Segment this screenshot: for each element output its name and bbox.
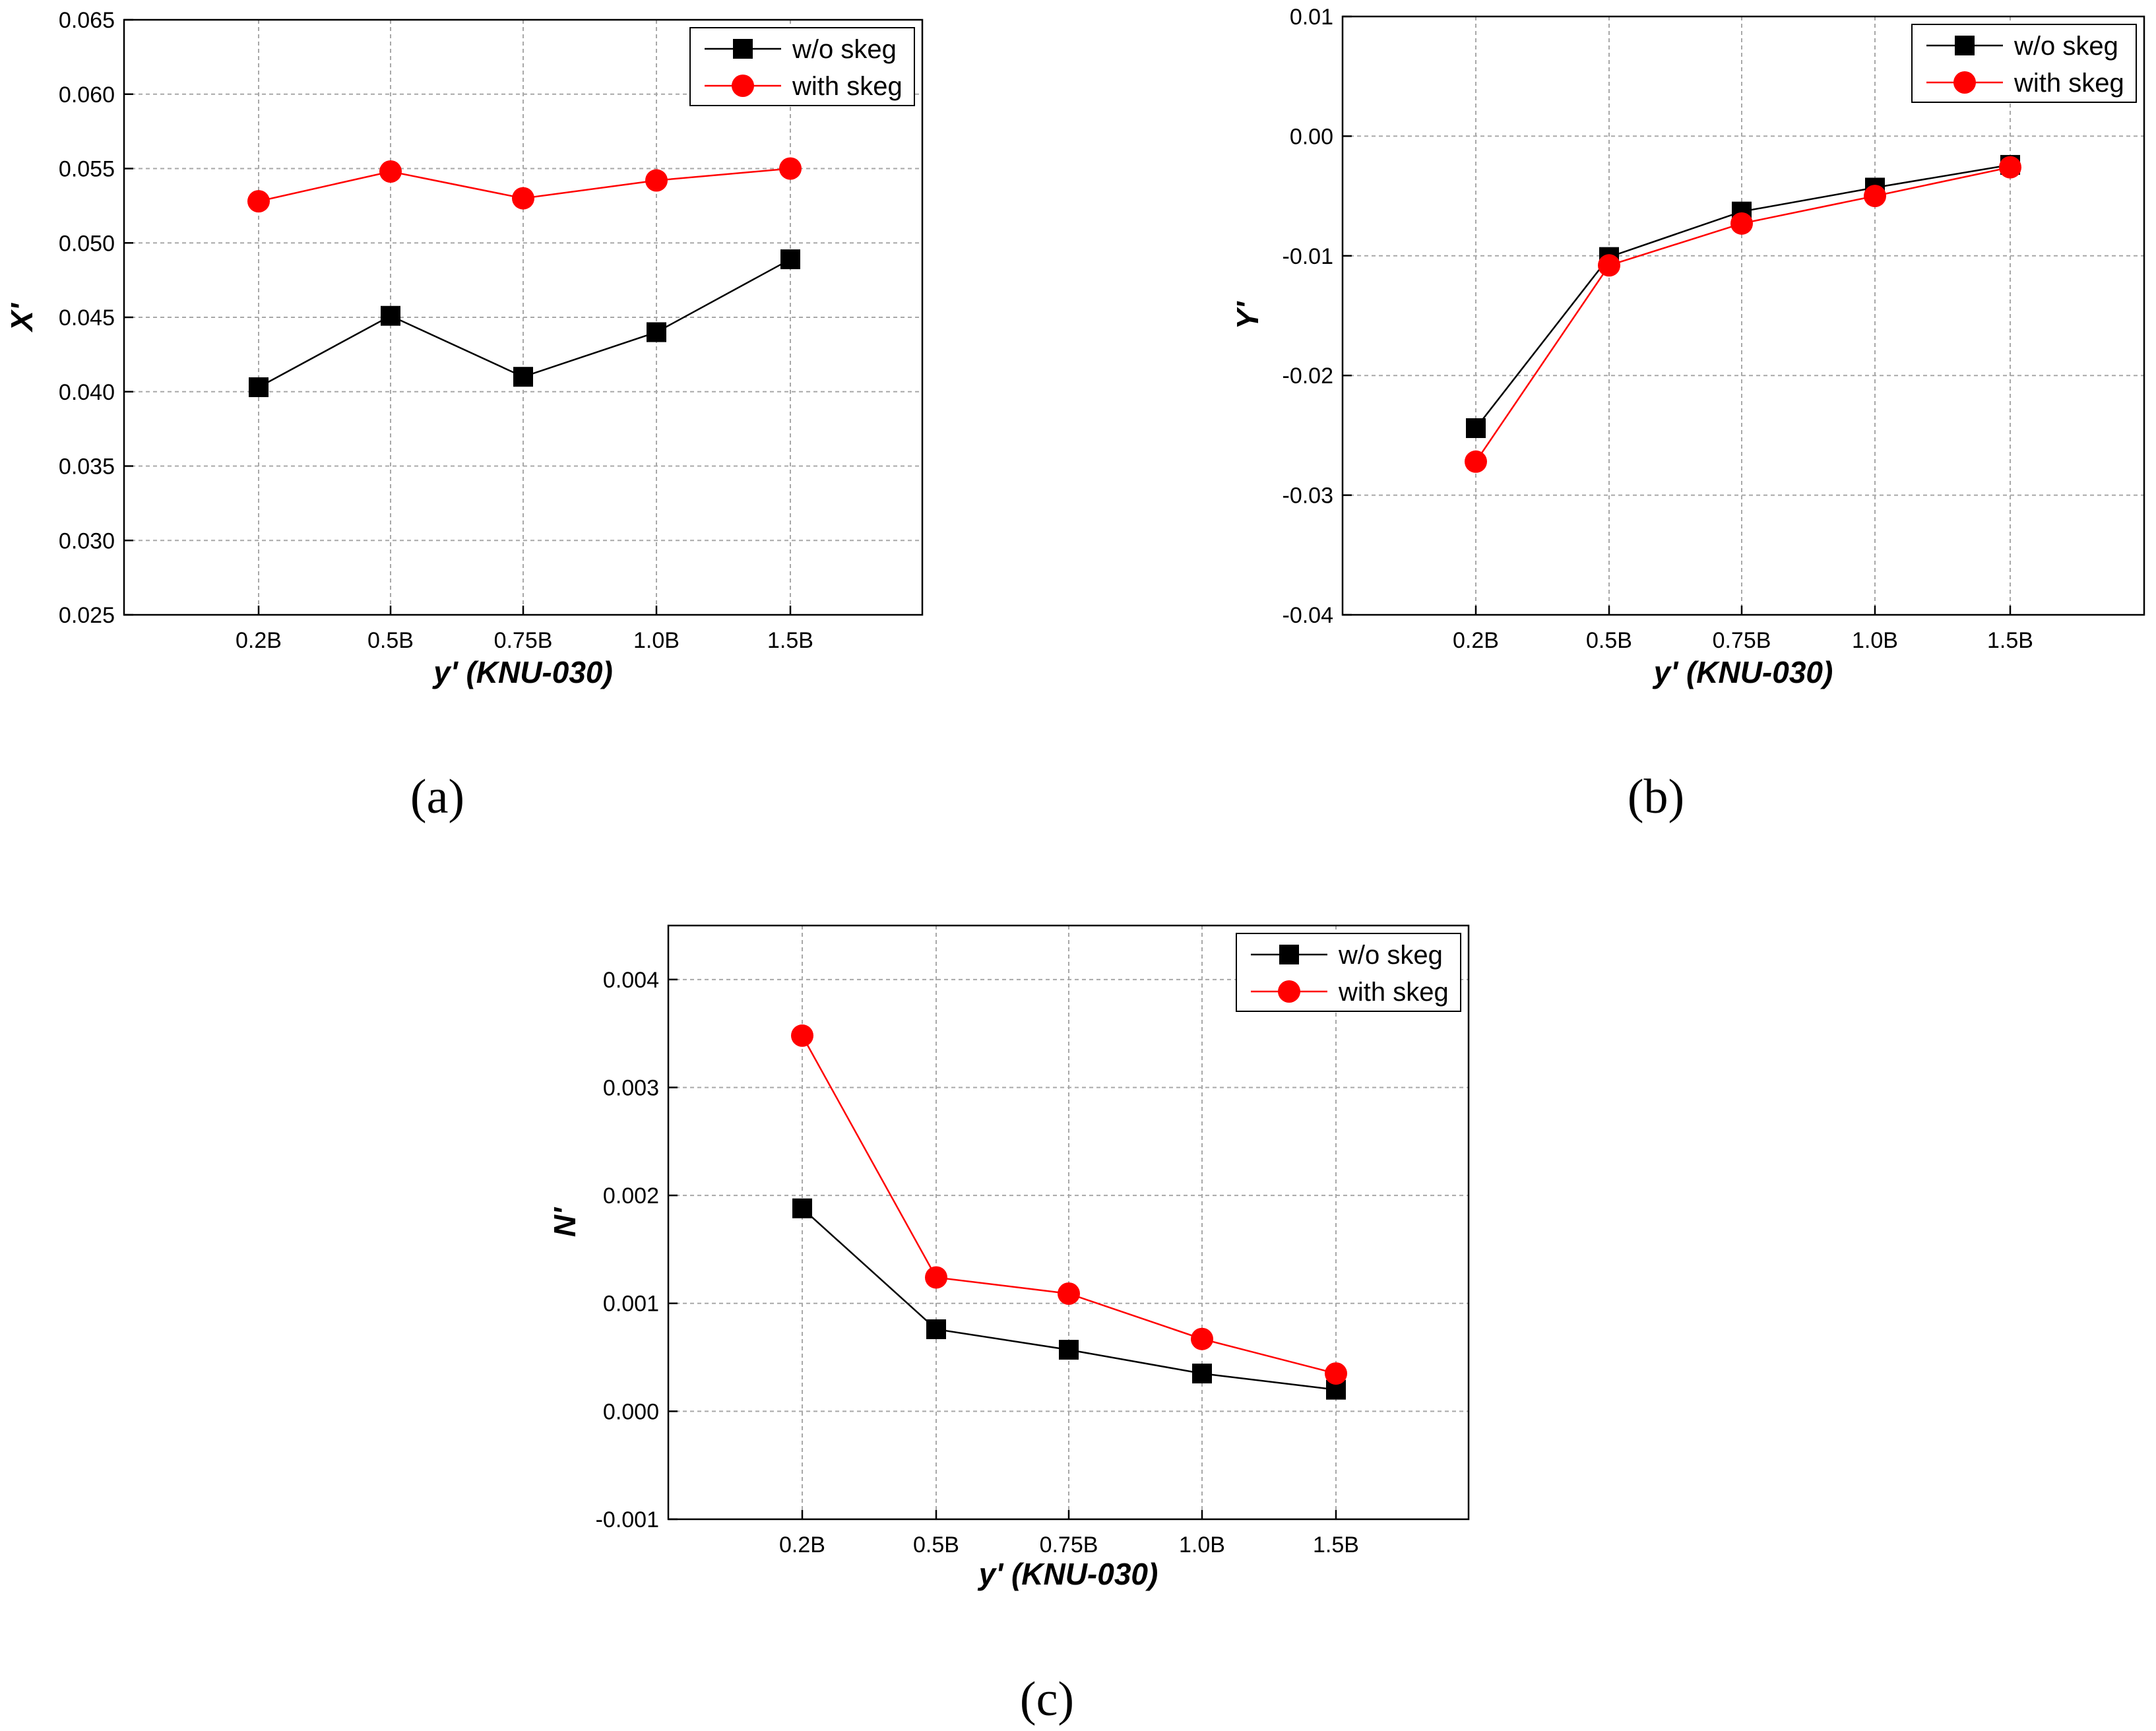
data-point-circle — [791, 1024, 813, 1047]
x-tick-label: 0.2B — [236, 628, 282, 653]
y-tick-label: 0.060 — [59, 82, 115, 108]
y-tick-label: 0.00 — [1290, 124, 1333, 149]
data-point-circle — [379, 160, 402, 183]
legend-marker-square — [1955, 36, 1975, 55]
legend-label: with skeg — [2013, 69, 2124, 98]
y-tick-label: 0.002 — [603, 1183, 659, 1209]
x-axis-title: y' (KNU-030) — [432, 655, 613, 689]
data-point-square — [780, 249, 800, 270]
data-point-square — [249, 377, 269, 397]
y-tick-label: 0.050 — [59, 231, 115, 256]
x-tick-label: 1.5B — [1313, 1532, 1359, 1558]
data-point-circle — [779, 157, 802, 180]
legend-label: w/o skeg — [792, 35, 897, 64]
x-tick-label: 0.75B — [1713, 628, 1771, 653]
data-point-circle — [1864, 185, 1886, 208]
x-tick-label: 0.2B — [1453, 628, 1499, 653]
data-point-circle — [1191, 1327, 1213, 1350]
chart-b: -0.04 -0.03 -0.02 -0.01 0.00 0.01 0.2B 0.5B 0.75… — [1230, 5, 2145, 824]
y-tick-label: -0.01 — [1283, 244, 1334, 269]
plot-frame — [123, 18, 924, 616]
data-point-square — [1192, 1364, 1212, 1384]
data-point-square — [1466, 418, 1486, 439]
y-axis-title: X' — [5, 302, 39, 333]
plot-frame — [1341, 15, 2145, 616]
legend-box — [689, 27, 915, 106]
legend-label: with skeg — [792, 72, 903, 101]
x-tick-label: 0.75B — [494, 628, 553, 653]
data-point-circle — [1598, 254, 1620, 277]
y-tick-label: 0.025 — [59, 603, 115, 628]
y-tick-label: 0.001 — [603, 1292, 659, 1317]
data-point-square — [381, 305, 400, 326]
y-tick-label: -0.02 — [1283, 363, 1334, 389]
x-tick-label: 1.5B — [1987, 628, 2033, 653]
data-point-circle — [1325, 1362, 1347, 1385]
legend-marker-square — [1279, 945, 1299, 964]
x-tick-label: 0.75B — [1040, 1532, 1098, 1558]
data-point-square — [647, 322, 666, 342]
chart-a: 0.025 0.030 0.035 0.040 0.045 0.050 0.055 0.060… — [5, 8, 924, 824]
legend-marker-circle — [1953, 71, 1976, 94]
y-tick-label: -0.001 — [596, 1507, 659, 1532]
y-tick-label: 0.004 — [603, 968, 659, 993]
y-tick-label: 0.045 — [59, 305, 115, 330]
x-tick-label: 1.0B — [1852, 628, 1898, 653]
y-tick-label: 0.055 — [59, 157, 115, 182]
legend-marker-square — [733, 39, 753, 59]
panel-label: (a) — [410, 770, 464, 824]
y-tick-label: 0.030 — [59, 528, 115, 553]
data-point-circle — [512, 187, 534, 210]
x-tick-label: 1.5B — [767, 628, 813, 653]
y-axis-title: Y' — [1230, 301, 1265, 330]
data-point-circle — [247, 190, 270, 213]
legend-marker-circle — [1278, 980, 1300, 1003]
legend-box — [1236, 933, 1461, 1012]
y-tick-label: 0.035 — [59, 455, 115, 480]
x-axis-title: y' (KNU-030) — [978, 1557, 1158, 1591]
data-point-circle — [1465, 450, 1487, 473]
legend-marker-circle — [732, 75, 754, 97]
x-tick-label: 0.2B — [779, 1532, 825, 1558]
y-tick-label: 0.065 — [59, 8, 115, 33]
panel-label: (b) — [1628, 770, 1684, 824]
plot-frame — [667, 924, 1470, 1521]
data-point-square — [513, 367, 533, 387]
x-tick-label: 0.5B — [367, 628, 414, 653]
x-tick-label: 1.0B — [1179, 1532, 1225, 1558]
y-axis-title: N' — [548, 1207, 582, 1237]
data-point-circle — [645, 169, 668, 192]
x-tick-label: 0.5B — [1586, 628, 1632, 653]
y-tick-label: 0.01 — [1290, 5, 1333, 30]
x-axis-title: y' (KNU-030) — [1653, 655, 1833, 689]
x-tick-label: 0.5B — [913, 1532, 959, 1558]
data-point-square — [792, 1198, 812, 1218]
y-tick-label: 0.000 — [603, 1399, 659, 1424]
chart-c: -0.001 0.000 0.001 0.002 0.003 0.004 0.2B 0.5B 0… — [548, 924, 1470, 1726]
x-tick-label: 1.0B — [633, 628, 680, 653]
y-tick-label: 0.040 — [59, 380, 115, 405]
legend-box — [1911, 24, 2137, 103]
panel-label: (c) — [1020, 1672, 1074, 1726]
data-point-circle — [1730, 212, 1753, 235]
data-point-circle — [1058, 1282, 1080, 1305]
y-tick-label: -0.04 — [1283, 603, 1334, 628]
legend-label: w/o skeg — [1338, 941, 1443, 970]
data-point-square — [1059, 1340, 1079, 1360]
y-tick-label: -0.03 — [1283, 484, 1334, 509]
data-point-circle — [1999, 156, 2021, 179]
data-point-circle — [925, 1266, 947, 1289]
y-tick-label: 0.003 — [603, 1075, 659, 1100]
legend-label: w/o skeg — [2013, 32, 2118, 61]
legend-label: with skeg — [1338, 978, 1449, 1007]
data-point-square — [926, 1319, 946, 1339]
